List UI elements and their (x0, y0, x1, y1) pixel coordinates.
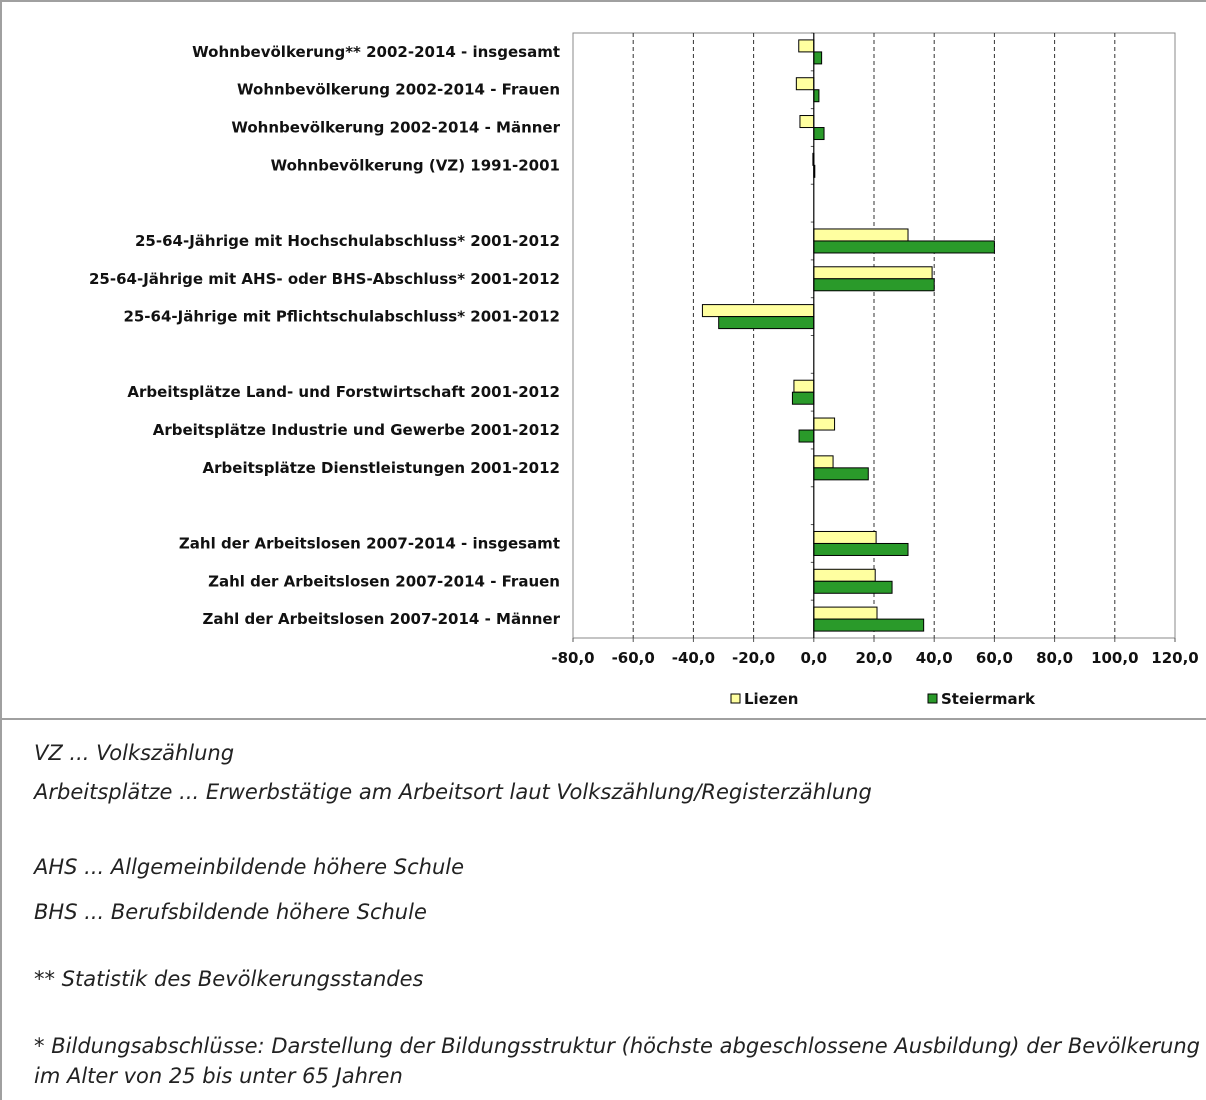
category-label: 25-64-Jährige mit Hochschulabschluss* 20… (135, 232, 560, 250)
x-tick-label: -40,0 (672, 649, 715, 667)
bar-chart: -80,0 -60,0 -40,0 -20,0 0,0 20,0 40,0 60,0 80,0 1… (89, 32, 1199, 708)
category-label: Zahl der Arbeitslosen 2007-2014 - Männer (202, 610, 560, 628)
bar-liezen (813, 417, 836, 431)
bar-steiermark (813, 580, 893, 594)
category-label: Wohnbevölkerung 2002-2014 - Männer (231, 119, 560, 137)
x-tick-label: 20,0 (855, 649, 892, 667)
notes-panel (0, 718, 1206, 1100)
legend-label-liezen: Liezen (744, 690, 798, 708)
x-tick-label: -80,0 (551, 649, 594, 667)
bar-liezen (813, 568, 876, 582)
category-label: Wohnbevölkerung** 2002-2014 - insgesamt (192, 43, 560, 61)
category-label: Wohnbevölkerung (VZ) 1991-2001 (271, 156, 560, 174)
bar-liezen (799, 115, 815, 129)
x-tick-label: 40,0 (916, 649, 953, 667)
category-label: Arbeitsplätze Dienstleistungen 2001-2012 (203, 459, 560, 477)
category-label: Arbeitsplätze Land- und Forstwirtschaft … (127, 383, 560, 401)
bar-liezen (795, 77, 815, 91)
category-label: 25-64-Jährige mit AHS- oder BHS-Abschlus… (89, 270, 560, 288)
note-ahs: AHS ... Allgemeinbildende höhere Schule (34, 855, 465, 879)
note-bildungsabschluesse: * Bildungsabschlüsse: Darstellung der Bi… (34, 1034, 1200, 1088)
bar-steiermark (813, 89, 820, 103)
x-tick-label: 80,0 (1036, 649, 1073, 667)
bar-liezen (813, 530, 877, 544)
legend-label-steiermark: Steiermark (941, 690, 1036, 708)
bar-steiermark (813, 240, 995, 254)
note-statistik: ** Statistik des Bevölkerungsstandes (34, 967, 424, 991)
bar-liezen (813, 266, 933, 280)
bar-liezen (813, 228, 909, 242)
category-label: Zahl der Arbeitslosen 2007-2014 - insges… (179, 534, 560, 552)
category-label: Wohnbevölkerung 2002-2014 - Frauen (237, 81, 560, 99)
legend-swatch-steiermark (927, 693, 938, 704)
x-tick-label: -60,0 (612, 649, 655, 667)
bar-steiermark (813, 127, 825, 141)
bar-steiermark (718, 316, 815, 330)
bar-liezen (813, 455, 834, 469)
note-vz: VZ ... Volkszählung (34, 741, 235, 765)
legend-swatch-liezen (730, 693, 741, 704)
bar-steiermark (791, 391, 815, 405)
bar-steiermark (813, 618, 925, 632)
category-label: Zahl der Arbeitslosen 2007-2014 - Frauen (208, 572, 560, 590)
x-tick-label: 0,0 (801, 649, 828, 667)
bar-liezen (798, 39, 815, 53)
bar-liezen (793, 379, 815, 393)
x-tick-label: 60,0 (976, 649, 1013, 667)
category-label: Arbeitsplätze Industrie und Gewerbe 2001… (153, 421, 560, 439)
bar-steiermark (813, 51, 823, 65)
bar-steiermark (813, 278, 935, 292)
bar-steiermark (798, 429, 815, 443)
note-arbeitsplaetze: Arbeitsplätze ... Erwerbstätige am Arbei… (34, 780, 872, 804)
x-tick-label: 120,0 (1151, 649, 1198, 667)
bar-steiermark (813, 467, 869, 481)
bar-liezen (701, 304, 815, 318)
x-tick-label: -20,0 (732, 649, 775, 667)
note-bhs: BHS ... Berufsbildende höhere Schule (34, 900, 427, 924)
bar-liezen (813, 606, 878, 620)
bar-steiermark (813, 542, 909, 556)
category-label: 25-64-Jährige mit Pflichtschulabschluss*… (123, 308, 560, 326)
x-tick-label: 100,0 (1091, 649, 1138, 667)
chart-panel (0, 0, 1206, 718)
